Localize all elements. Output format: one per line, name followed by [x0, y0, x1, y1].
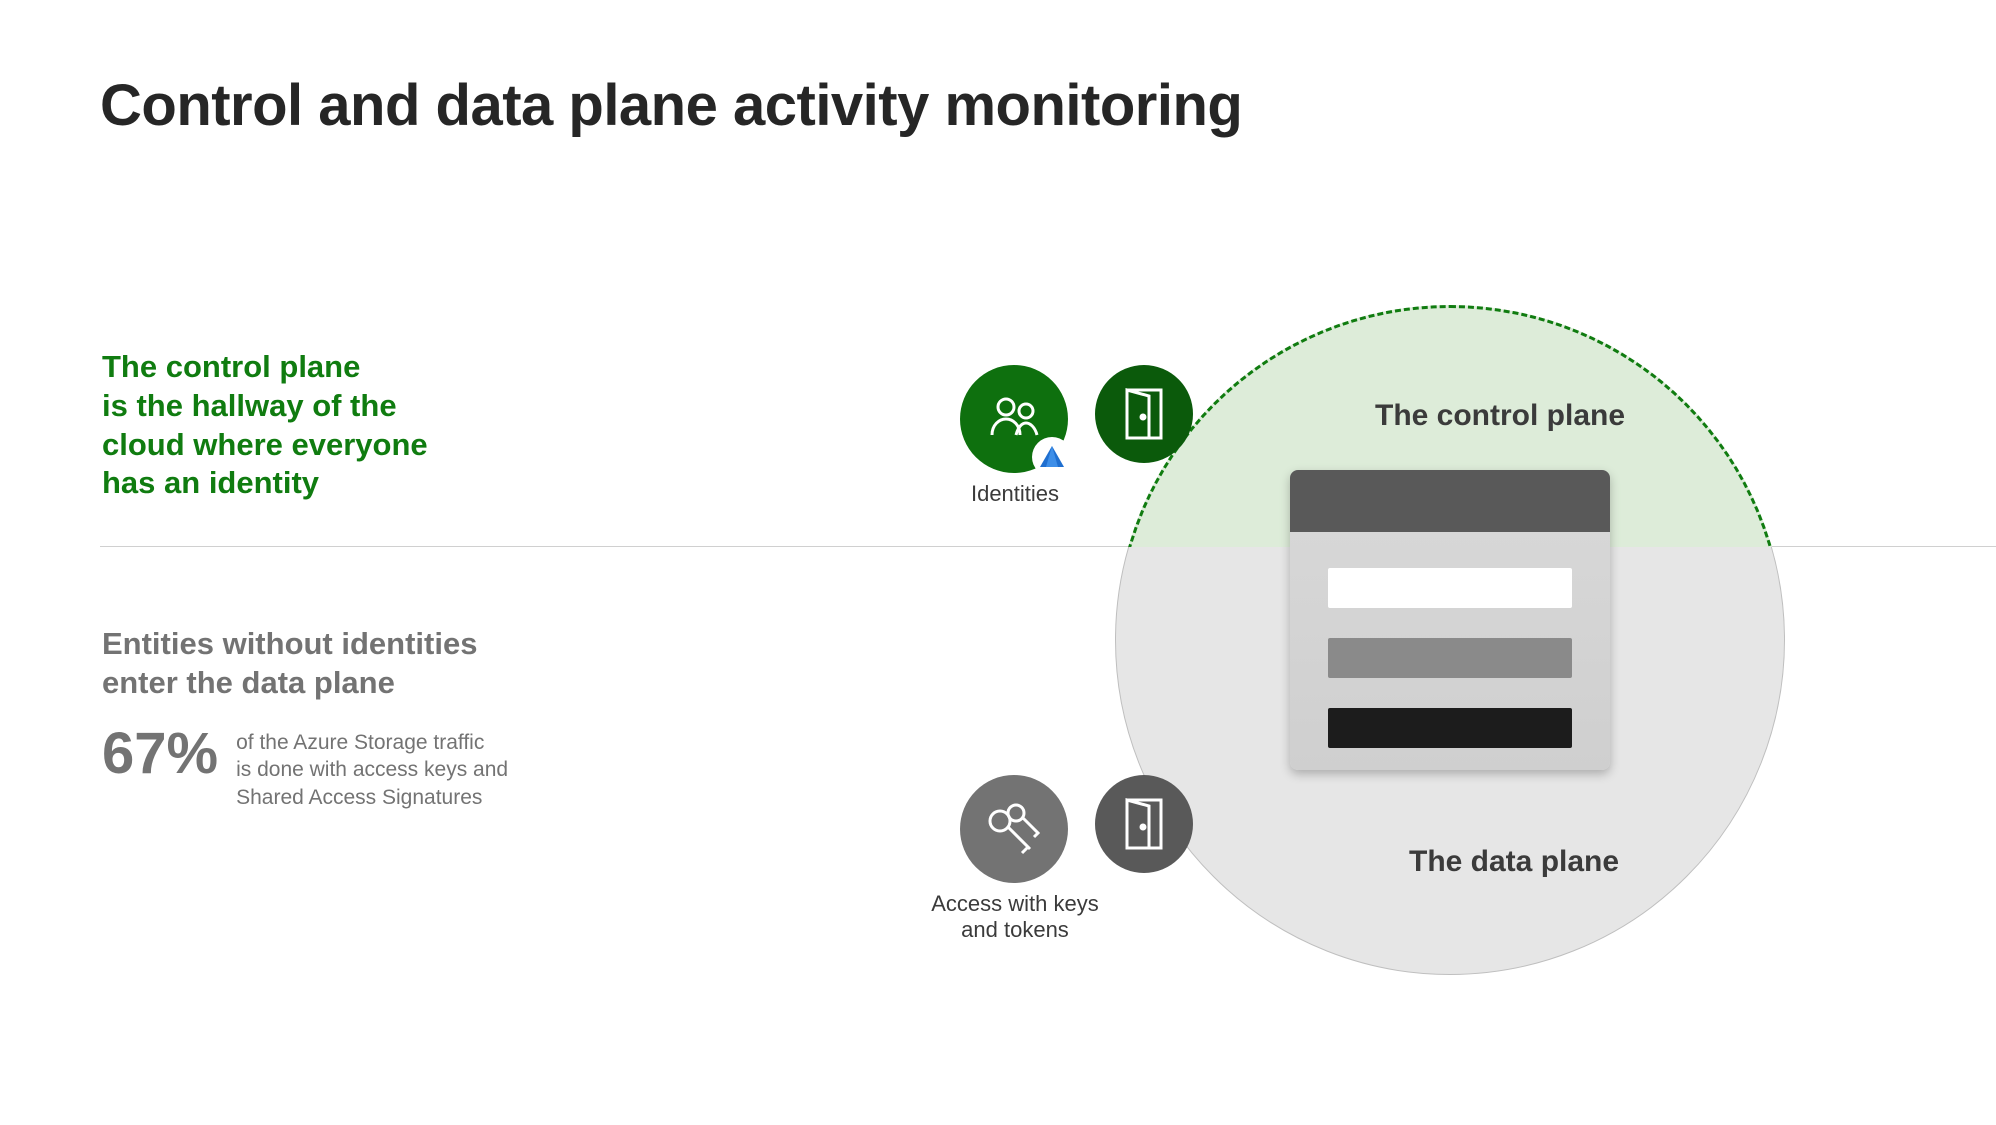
server-card-header [1290, 470, 1610, 532]
server-card [1290, 470, 1610, 770]
server-row-3 [1328, 708, 1572, 748]
stat-value: 67% [102, 725, 218, 783]
key-icon [982, 801, 1046, 857]
server-row-2 [1328, 638, 1572, 678]
control-door-icon [1095, 365, 1193, 463]
azure-ad-pyramid-icon [1032, 437, 1072, 477]
stat-description: of the Azure Storage trafficis done with… [236, 725, 508, 811]
data-door-icon [1095, 775, 1193, 873]
control-plane-label: The control plane [1375, 399, 1625, 433]
control-plane-headline: The control planeis the hallway of thecl… [102, 348, 428, 503]
keys-icon [960, 775, 1068, 883]
data-plane-headline: Entities without identitiesenter the dat… [102, 625, 477, 703]
data-plane-label: The data plane [1409, 845, 1619, 879]
door-icon [1119, 384, 1169, 444]
plane-diagram: The control plane The data plane Identit… [1085, 223, 1785, 923]
people-icon [984, 389, 1044, 449]
server-row-1 [1328, 568, 1572, 608]
stat-block: 67% of the Azure Storage trafficis done … [102, 725, 508, 811]
keys-label: Access with keysand tokens [915, 891, 1115, 944]
page-title: Control and data plane activity monitori… [100, 72, 1242, 139]
identities-label: Identities [955, 481, 1075, 507]
identities-icon [960, 365, 1068, 473]
door-icon [1119, 794, 1169, 854]
